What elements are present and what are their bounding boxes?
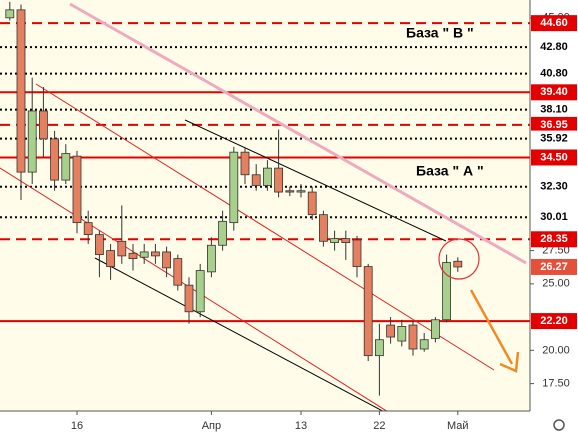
candle-body (352, 239, 362, 267)
candle-body (363, 266, 373, 357)
candle-body (83, 222, 93, 236)
candle-body (218, 220, 228, 246)
candle-body (162, 251, 172, 269)
candles (5, 1, 463, 396)
level-tag (531, 116, 577, 133)
candle-body (274, 167, 284, 193)
candle-body (150, 251, 160, 257)
candle-body (229, 151, 239, 224)
arrow-shaft (469, 289, 514, 365)
time-axis (0, 411, 530, 441)
candle-body (408, 324, 418, 350)
annotation: База " В " (406, 25, 474, 41)
candle-body (106, 250, 115, 267)
level-label: 22.20 (540, 315, 568, 327)
candle-body (296, 190, 306, 193)
level-label: 35.92 (540, 133, 568, 145)
candle-body (419, 339, 429, 350)
channel-line (94, 257, 393, 417)
candle-body (61, 153, 71, 181)
candle-body (453, 260, 463, 268)
candle-body (318, 214, 328, 242)
candle-body (442, 262, 452, 321)
level-label: 32.30 (540, 181, 568, 193)
candle-body (128, 252, 138, 259)
level-label: 38.10 (540, 104, 568, 116)
x-tick-label: Май (447, 420, 469, 432)
level-label: 30.01 (540, 211, 568, 223)
candle-body (139, 251, 149, 258)
candle-body (251, 174, 261, 186)
candle-body (330, 238, 340, 244)
candle-body (5, 9, 15, 19)
candle-body (50, 138, 59, 181)
level-tag (531, 178, 577, 195)
y-tick-label: 20.00 (542, 344, 570, 356)
plot-background (0, 0, 530, 411)
level-tag (531, 39, 577, 56)
level-tag (531, 65, 577, 82)
candle-body (184, 284, 194, 313)
candle-body (206, 244, 216, 273)
level-label: 34.50 (540, 151, 568, 163)
channel-line (0, 167, 421, 433)
candle-body (397, 326, 407, 342)
axis-labels: 17.5020.0025.0027.5045.0044.6042.8040.80… (71, 12, 577, 432)
y-tick-label: 27.50 (542, 244, 570, 256)
candle-body (95, 234, 104, 255)
level-tag (531, 101, 577, 118)
level-tag (531, 313, 577, 330)
channel-line (184, 119, 447, 242)
settings-icon[interactable] (553, 419, 565, 431)
level-tag (531, 231, 577, 248)
level-label: 36.95 (540, 119, 568, 131)
level-label: 28.35 (540, 233, 568, 245)
y-tick-label: 17.50 (542, 378, 570, 390)
last-price-tag (531, 258, 577, 275)
x-tick-label: 13 (295, 420, 307, 432)
candle-body (117, 240, 127, 257)
level-tag (531, 15, 577, 32)
x-tick-label: 22 (373, 420, 385, 432)
highlight-circle (438, 238, 480, 280)
x-tick-label: 16 (71, 420, 83, 432)
level-tag (531, 149, 577, 166)
candle-body (39, 110, 48, 140)
candle-body (430, 319, 440, 339)
trend-line (69, 2, 527, 265)
candle-body (262, 167, 272, 186)
candle-body (374, 339, 384, 357)
level-tag (531, 130, 577, 147)
candle-body (240, 151, 250, 176)
level-tag (531, 84, 577, 101)
candle-body (341, 238, 351, 244)
candle-body (195, 270, 205, 313)
candle-body (27, 110, 37, 173)
level-label: 42.80 (540, 41, 568, 53)
candle-body (16, 9, 26, 173)
level-tag (531, 209, 577, 226)
x-tick-label: Апр (202, 420, 221, 432)
level-label: 39.40 (540, 86, 568, 98)
candle-body (173, 258, 183, 286)
annotation: База " А " (416, 163, 484, 179)
channel-line (35, 83, 495, 371)
level-label: 40.80 (540, 68, 568, 80)
candle-body (307, 191, 317, 216)
candle-body (386, 324, 396, 338)
arrow-head (499, 351, 520, 373)
candle-body (72, 155, 82, 224)
y-tick-label: 25.00 (542, 278, 570, 290)
last-price-label: 26.27 (540, 261, 568, 273)
candle-body (285, 190, 295, 193)
level-label: 44.60 (540, 17, 568, 29)
